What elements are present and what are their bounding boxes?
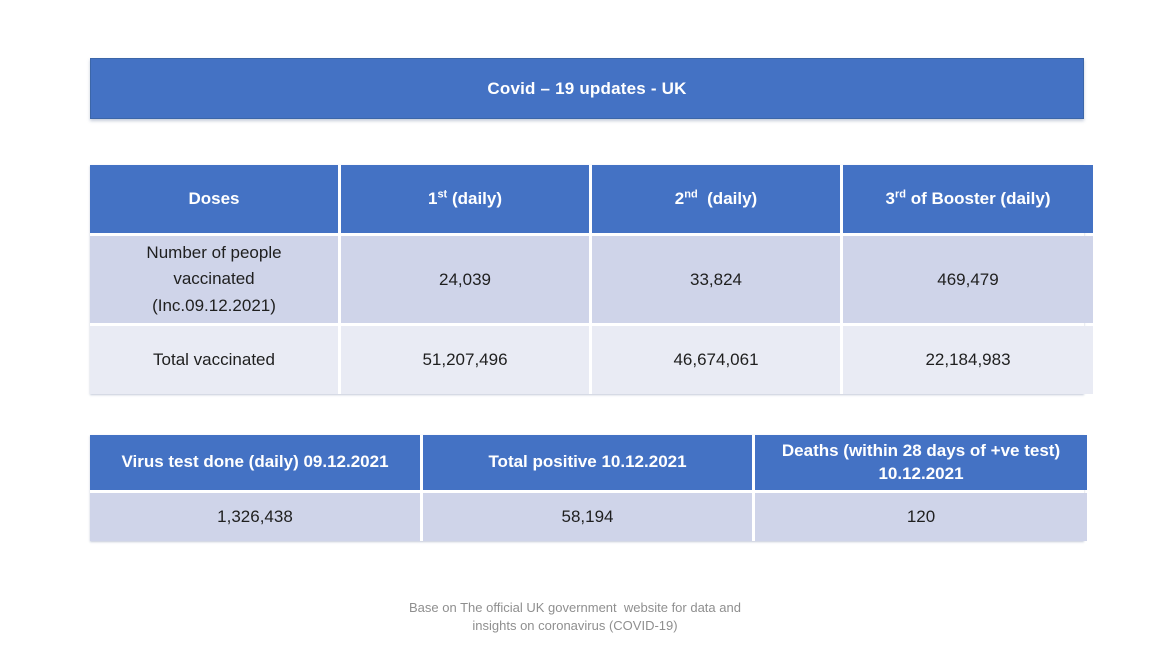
total-booster-value: 22,184,983 xyxy=(843,326,1093,394)
title-banner: Covid – 19 updates - UK xyxy=(90,58,1084,119)
daily-second-dose-value: 33,824 xyxy=(592,236,840,323)
total-first-dose-value: 51,207,496 xyxy=(341,326,589,394)
total-second-dose-value: 46,674,061 xyxy=(592,326,840,394)
stats-header-tests: Virus test done (daily) 09.12.2021 xyxy=(90,435,420,490)
vaccination-header-booster: 3rd of Booster (daily) xyxy=(843,165,1093,233)
vaccination-table: Doses 1st (daily) 2nd (daily) 3rd of Boo… xyxy=(90,165,1093,394)
header-label: 2nd (daily) xyxy=(674,188,758,208)
vaccination-header-doses: Doses xyxy=(90,165,338,233)
page-title: Covid – 19 updates - UK xyxy=(487,78,687,98)
stats-header-deaths: Deaths (within 28 days of +ve test) 10.1… xyxy=(755,435,1087,490)
row-label-daily-vaccinated: Number of people vaccinated (Inc.09.12.2… xyxy=(90,236,338,323)
row-label-total-vaccinated: Total vaccinated xyxy=(90,326,338,394)
vaccination-header-first-dose: 1st (daily) xyxy=(341,165,589,233)
tests-value: 1,326,438 xyxy=(90,493,420,541)
header-label: 1st (daily) xyxy=(427,188,503,208)
header-label: Doses xyxy=(188,189,240,208)
stats-table: Virus test done (daily) 09.12.2021 Total… xyxy=(90,435,1087,541)
positive-value: 58,194 xyxy=(423,493,752,541)
stats-header-positive: Total positive 10.12.2021 xyxy=(423,435,752,490)
source-note: Base on The official UK government websi… xyxy=(409,600,741,633)
deaths-value: 120 xyxy=(755,493,1087,541)
daily-first-dose-value: 24,039 xyxy=(341,236,589,323)
daily-booster-value: 469,479 xyxy=(843,236,1093,323)
vaccination-header-second-dose: 2nd (daily) xyxy=(592,165,840,233)
header-label: 3rd of Booster (daily) xyxy=(885,188,1051,208)
